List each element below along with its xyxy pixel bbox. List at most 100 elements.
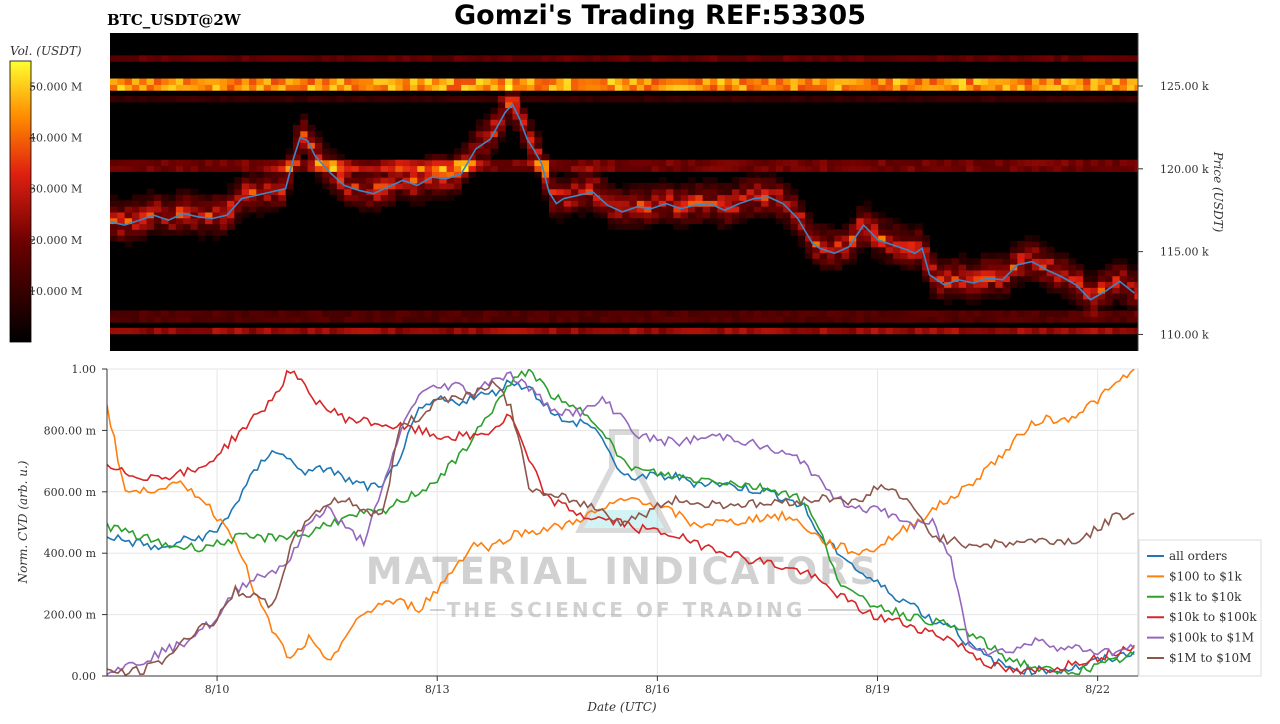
heatmap-cell (614, 211, 623, 219)
heatmap-cell (768, 206, 777, 213)
heatmap-cell (1061, 84, 1070, 91)
heatmap-cell (783, 159, 792, 167)
heatmap-cell (439, 153, 448, 161)
heatmap-cell (658, 95, 667, 103)
heatmap-cell (863, 240, 872, 248)
heatmap-cell (519, 78, 528, 85)
heatmap-cell (219, 165, 228, 172)
heatmap-cell (227, 206, 235, 213)
heatmap-cell (1053, 316, 1062, 323)
heatmap-cell (344, 200, 353, 207)
heatmap-cell (439, 55, 448, 62)
heatmap-cell (249, 95, 257, 103)
heatmap-cell (592, 206, 601, 213)
heatmap-cell (300, 148, 309, 155)
heatmap-cell (951, 165, 960, 172)
heatmap-cell (1112, 95, 1121, 103)
heatmap-cell (775, 316, 784, 323)
heatmap-cell (263, 78, 272, 85)
heatmap-cell (373, 316, 382, 323)
heatmap-cell (585, 310, 594, 317)
heatmap-cell (995, 316, 1004, 323)
heatmap-cell (790, 188, 799, 196)
heatmap-cell (1053, 78, 1062, 85)
heatmap-cell (966, 316, 974, 323)
heatmap-cell (124, 55, 133, 62)
heatmap-cell (958, 293, 967, 300)
heatmap-cell (680, 194, 689, 201)
heatmap-cell (761, 55, 770, 62)
heatmap-cell (622, 211, 631, 219)
heatmap-cell (870, 310, 879, 317)
heatmap-cell (1083, 95, 1092, 103)
heatmap-cell (205, 229, 214, 236)
heatmap-cell (300, 130, 309, 138)
heatmap-cell (1090, 159, 1099, 167)
heatmap-cell (110, 55, 118, 62)
heatmap-cell (241, 200, 250, 207)
heatmap-cell (139, 165, 148, 172)
heatmap-cell (241, 310, 250, 317)
heatmap-cell (131, 78, 140, 85)
heatmap-cell (746, 95, 755, 103)
heatmap-cell (1039, 165, 1048, 172)
heatmap-cell (600, 84, 609, 91)
heatmap-cell (790, 78, 799, 85)
heatmap-cell (951, 84, 960, 91)
heatmap-cell (600, 206, 609, 213)
heatmap-cell (819, 240, 828, 248)
heatmap-cell (366, 78, 375, 85)
heatmap-cell (366, 194, 375, 201)
heatmap-cell (153, 223, 162, 230)
heatmap-cell (205, 206, 214, 213)
heatmap-cell (819, 165, 828, 172)
heatmap-cell (483, 159, 492, 167)
heatmap-cell (1002, 252, 1011, 259)
heatmap-cell (797, 240, 806, 248)
heatmap-cell (724, 310, 733, 317)
heatmap-cell (1112, 269, 1121, 277)
heatmap-cell (1061, 281, 1070, 288)
heatmap-cell (292, 124, 301, 132)
heatmap-cell (300, 310, 309, 317)
heatmap-cell (1127, 78, 1135, 85)
heatmap-cell (351, 200, 360, 207)
heatmap-cell (797, 310, 806, 317)
heatmap-cell (848, 223, 857, 230)
heatmap-cell (995, 95, 1004, 103)
heatmap-cell (527, 119, 535, 126)
heatmap-cell (870, 217, 879, 225)
heatmap-cell (636, 95, 645, 103)
heatmap-cell (139, 200, 148, 207)
heatmap-cell (1119, 327, 1128, 335)
price-tick-label: 110.00 k (1160, 328, 1209, 341)
heatmap-cell (110, 159, 118, 167)
heatmap-cell (278, 327, 287, 335)
heatmap-cell (936, 78, 945, 85)
heatmap-cell (1024, 252, 1033, 259)
heatmap-cell (680, 78, 689, 85)
heatmap-cell (124, 84, 133, 91)
heatmap-cell (841, 159, 850, 167)
heatmap-cell (556, 200, 565, 207)
heatmap-cell (146, 316, 155, 323)
heatmap-cell (863, 211, 872, 219)
heatmap-cell (417, 194, 426, 201)
heatmap-cell (592, 95, 601, 103)
heatmap-cell (666, 188, 674, 196)
heatmap-cell (227, 217, 235, 225)
heatmap-cell (892, 235, 901, 242)
heatmap-cell (175, 310, 184, 317)
heatmap-cell (153, 159, 162, 167)
heatmap-cell (402, 194, 411, 201)
heatmap-cell (695, 200, 704, 207)
heatmap-cell (848, 217, 857, 225)
heatmap-cell (805, 316, 814, 323)
heatmap-cell (651, 217, 660, 225)
heatmap-cell (124, 223, 133, 230)
heatmap-cell (314, 130, 323, 138)
heatmap-cell (892, 165, 901, 172)
heatmap-cell (819, 258, 828, 265)
heatmap-cell (1039, 258, 1048, 265)
heatmap-cell (768, 159, 777, 167)
